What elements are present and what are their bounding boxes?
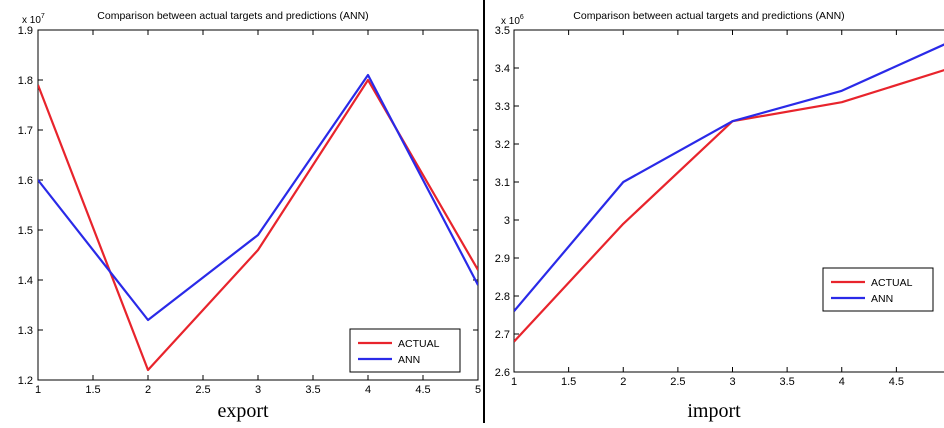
y-tick-label: 1.3 [18,325,33,337]
x-tick-label: 4.5 [889,376,904,388]
legend-label-actual: ACTUAL [871,277,913,289]
y-tick-label: 2.6 [495,367,510,379]
x-tick-label: 5 [475,384,481,396]
y-exponent-text: 7 [41,13,45,20]
y-tick-label: 3 [504,215,510,227]
panel-caption: export [217,400,269,422]
legend-label-ann: ANN [398,354,420,366]
y-tick-label: 2.9 [495,253,510,265]
chart-title: Comparison between actual targets and pr… [573,10,844,22]
y-tick-label: 1.5 [18,225,33,237]
y-tick-label: 3.4 [495,63,510,75]
x-tick-label: 4.5 [415,384,430,396]
y-tick-label: 2.7 [495,329,510,341]
y-tick-label: 1.7 [18,125,33,137]
y-tick-label: 1.2 [18,375,33,387]
y-tick-label: 3.2 [495,139,510,151]
legend-label-actual: ACTUAL [398,338,440,350]
y-tick-label: 3.5 [495,25,510,37]
x-tick-label: 3.5 [305,384,320,396]
y-tick-label: 3.1 [495,177,510,189]
x-tick-label: 2 [145,384,151,396]
x-tick-label: 2 [620,376,626,388]
x-tick-label: 3 [729,376,735,388]
y-exponent-text: 6 [520,14,524,21]
y-multiplier-text: x 10 [22,15,41,26]
x-tick-label: 2.5 [670,376,685,388]
import-panel: Comparison between actual targets and pr… [484,0,944,423]
y-tick-label: 2.8 [495,291,510,303]
plot-area [513,29,944,373]
x-tick-label: 1 [35,384,41,396]
y-multiplier-text: x 10 [501,16,520,27]
y-exponent-label: x 107 [22,13,45,26]
x-tick-label: 3.5 [779,376,794,388]
panel-caption: import [687,400,741,422]
x-tick-label: 1 [511,376,517,388]
x-tick-label: 1.5 [85,384,100,396]
series-group [514,43,944,343]
series-group [38,73,478,372]
legend-box [349,328,461,373]
y-tick-label: 1.8 [18,75,33,87]
y-exponent-label: x 106 [501,14,524,27]
plot-area [37,29,479,381]
x-tick-label: 4 [365,384,371,396]
y-tick-label: 3.3 [495,101,510,113]
x-tick-label: 2.5 [195,384,210,396]
import-chart: Comparison between actual targets and pr… [495,10,944,422]
series-line-ann [514,43,944,312]
legend-label-ann: ANN [871,293,893,305]
y-tick-label: 1.4 [18,275,33,287]
x-tick-label: 1.5 [561,376,576,388]
x-tick-label: 3 [255,384,261,396]
y-tick-label: 1.6 [18,175,33,187]
x-tick-label: 4 [839,376,845,388]
y-tick-label: 1.9 [18,25,33,37]
series-line-ann [38,73,478,322]
legend-box [822,267,934,312]
chart-title: Comparison between actual targets and pr… [97,10,368,22]
export-panel: Comparison between actual targets and pr… [18,0,484,423]
export-chart: Comparison between actual targets and pr… [18,10,481,422]
